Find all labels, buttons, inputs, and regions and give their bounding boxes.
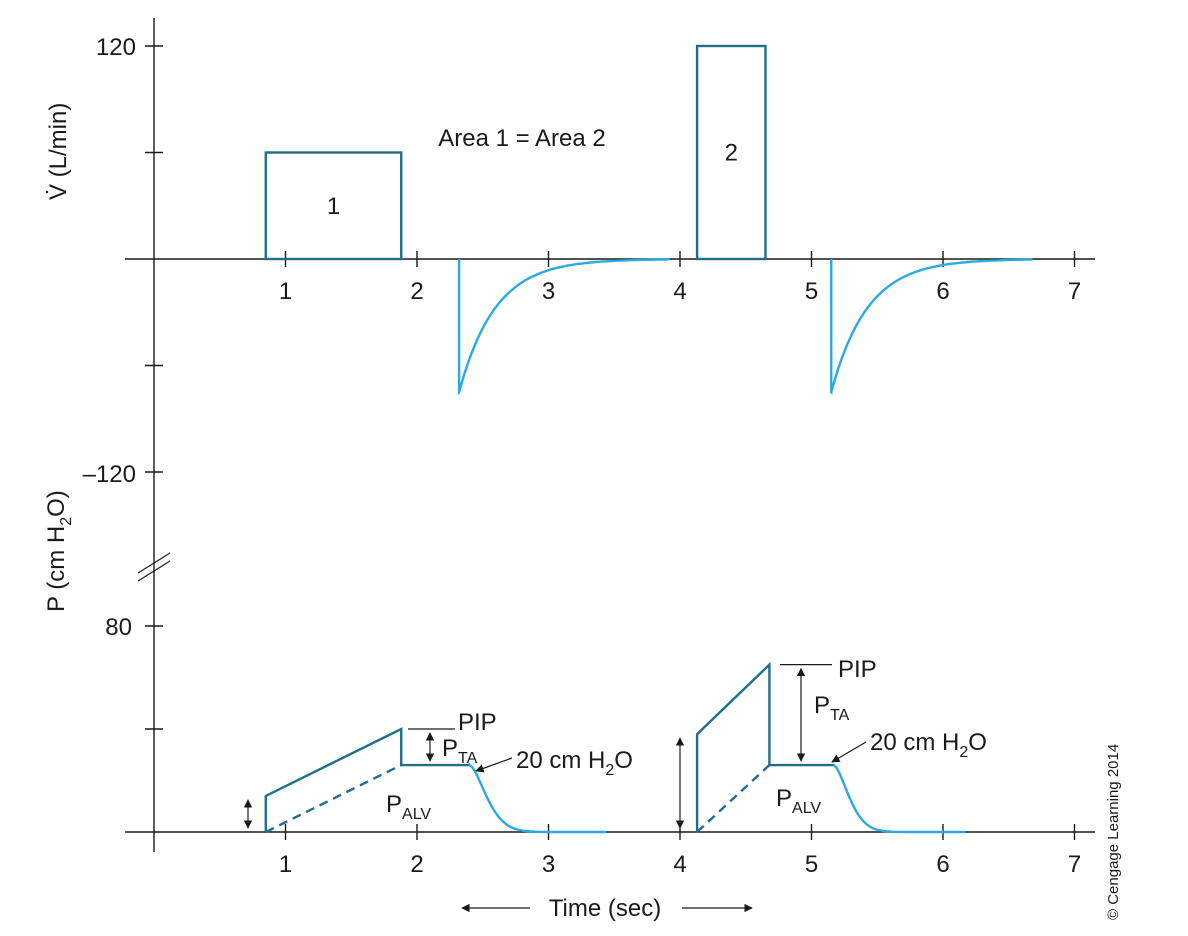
copyright-text: © Cengage Learning 2014 [1105,744,1122,920]
pressure-x-tick-label: 3 [542,851,555,878]
pressure-x-tick-label: 6 [936,851,949,878]
flow-y-axis-label: V̇ (L/min) [44,103,72,200]
flow-x-tick-label: 3 [542,278,555,305]
pressure-y-tick-label: 80 [105,614,132,641]
flow-area-2 [695,44,767,261]
flow-x-tick-label: 7 [1068,278,1081,305]
plateau-label-1: 20 cm H2O [516,747,633,779]
airway-pressure-breath-2 [695,661,834,832]
pip-label-2: PIP [838,656,877,683]
palv-label-2: PALV [776,785,821,817]
area-equality-annotation: Area 1 = Area 2 [438,125,605,152]
airway-pressure-breath-1 [264,727,470,832]
flow-area-1 [264,151,403,261]
pip-label-1: PIP [458,709,497,736]
plateau-arrow-2 [831,741,867,763]
flow-x-tick-label: 5 [805,278,818,305]
axis-break-mark [137,552,171,574]
alveolar-pressure-breath-1 [265,763,402,834]
expiratory-flow-curve-1 [457,257,670,396]
flow-y-tick-label: –120 [83,461,136,488]
alveolar-pressure-breath-2 [696,764,771,833]
expiratory-flow-curve-2 [829,257,1033,396]
palv-label-1: PALV [386,791,431,823]
pressure-x-tick-label: 4 [673,851,686,878]
flow-x-tick-label: 1 [279,278,292,305]
flow-y-tick-label: 120 [96,34,136,61]
flow-area-label: 1 [327,193,340,220]
pressure-decay-breath-2 [832,763,966,834]
flow-x-tick-label: 4 [673,278,686,305]
plateau-label-2: 20 cm H2O [870,729,987,761]
pressure-x-tick-label: 1 [279,851,292,878]
pressure-y-axis-label: P (cm H2O) [43,490,75,612]
pressure-x-tick-label: 5 [805,851,818,878]
plateau-arrow-1 [475,757,513,773]
pressure-decay-breath-1 [468,762,607,834]
flow-area-label: 2 [725,140,738,167]
pressure-x-tick-label: 2 [410,851,423,878]
pta-label-2: PTA [814,692,850,724]
time-axis-label: Time (sec) [549,895,661,922]
pta-label-1: PTA [442,735,478,767]
pressure-x-tick-label: 7 [1068,851,1081,878]
flow-x-tick-label: 2 [410,278,423,305]
flow-x-tick-label: 6 [936,278,949,305]
axis-break-mark [137,560,171,582]
